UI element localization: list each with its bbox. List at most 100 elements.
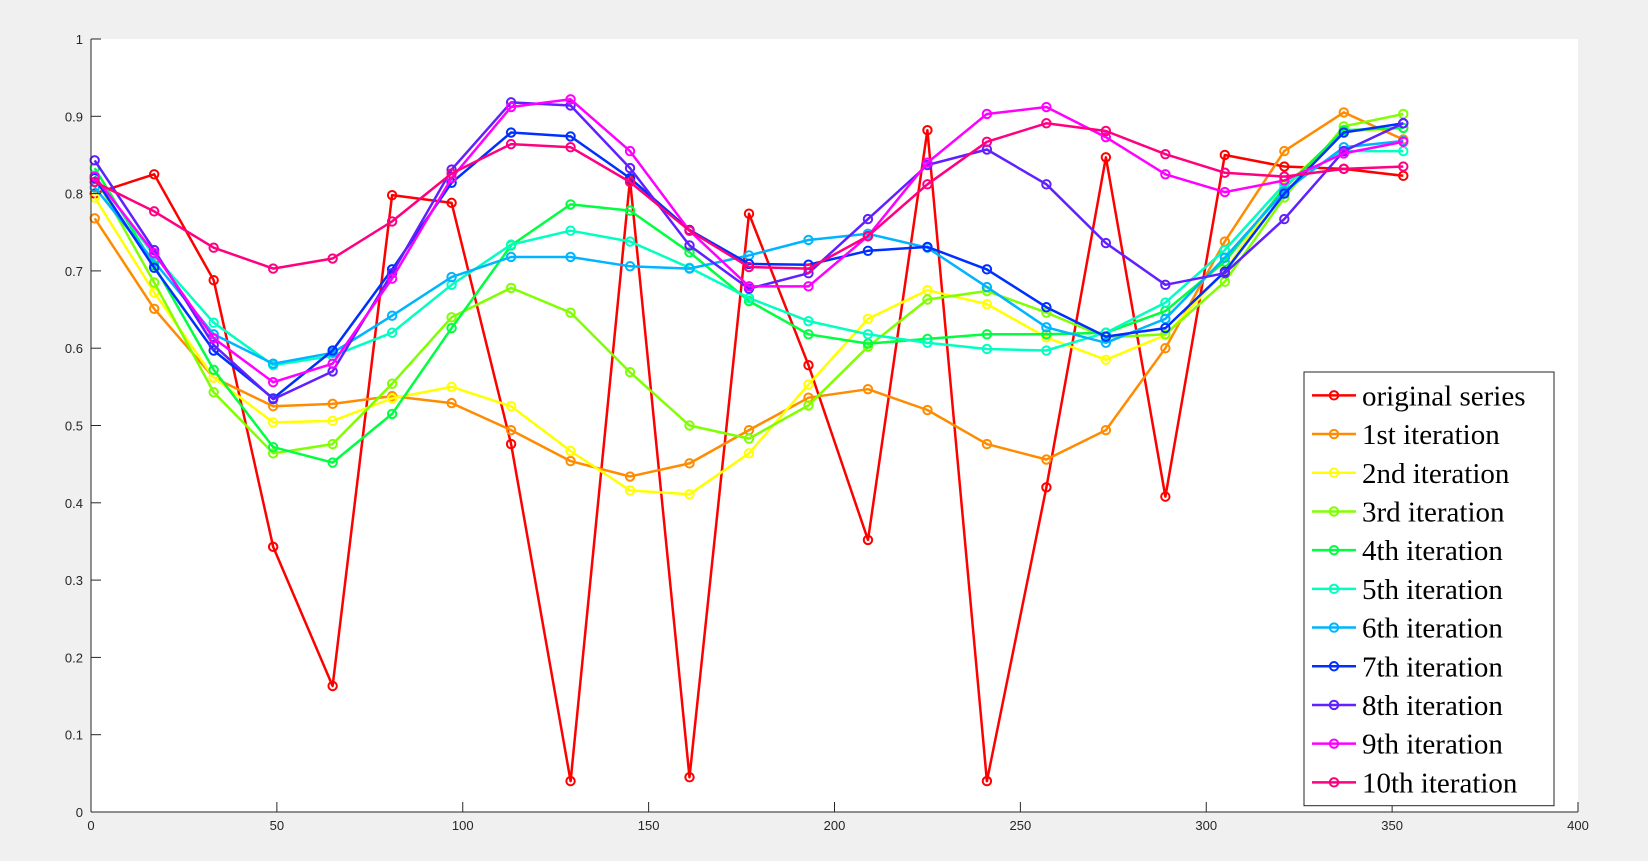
legend-swatch-marker — [1328, 428, 1340, 440]
legend-item: 7th iteration — [1312, 651, 1503, 683]
data-point — [803, 360, 814, 371]
data-point — [505, 424, 517, 436]
data-point — [565, 455, 576, 467]
data-point — [1160, 329, 1171, 340]
data-point — [446, 312, 457, 323]
data-point — [743, 261, 755, 273]
series-line — [93, 139, 1404, 365]
data-point — [1100, 331, 1112, 342]
x-tick-label: 400 — [1567, 818, 1589, 833]
data-point — [1041, 179, 1052, 190]
data-point — [505, 138, 517, 150]
data-point — [1041, 345, 1052, 356]
y-tick-label: 0.3 — [65, 573, 83, 588]
legend-label: 7th iteration — [1362, 651, 1503, 683]
data-point — [565, 445, 576, 457]
legend-label: 9th iteration — [1362, 729, 1503, 761]
data-point — [684, 420, 695, 431]
data-point — [208, 242, 219, 253]
data-point — [922, 404, 933, 416]
data-point — [386, 327, 398, 338]
data-point — [148, 303, 160, 314]
legend-swatch-marker — [1328, 622, 1340, 633]
data-point — [565, 775, 576, 787]
legend-label: 6th iteration — [1362, 613, 1503, 645]
data-point — [1398, 161, 1409, 172]
data-point — [803, 281, 814, 292]
data-point — [981, 298, 993, 310]
y-tick-label: 0.8 — [65, 187, 83, 202]
data-point — [208, 332, 219, 344]
data-point — [208, 339, 219, 351]
data-point — [922, 294, 933, 305]
data-point — [624, 205, 636, 216]
data-point — [505, 239, 517, 250]
data-point — [565, 307, 576, 318]
data-point — [327, 253, 338, 264]
data-point — [624, 162, 636, 174]
data-point — [981, 281, 993, 293]
series-line — [93, 98, 1404, 384]
data-point — [1041, 322, 1052, 333]
legend-label: original series — [1362, 380, 1525, 412]
data-point — [446, 381, 457, 393]
data-point — [624, 236, 636, 247]
data-point — [743, 208, 755, 219]
data-point — [327, 358, 338, 369]
data-point — [327, 415, 338, 427]
data-point — [446, 271, 457, 283]
data-point — [565, 131, 576, 142]
legend-swatch-marker — [1328, 661, 1340, 672]
data-point — [1041, 101, 1052, 113]
data-point — [803, 315, 814, 327]
data-point — [1279, 188, 1290, 199]
data-point — [386, 378, 398, 389]
data-point — [386, 273, 398, 284]
data-point — [684, 263, 695, 274]
y-tick-label: 1 — [76, 32, 83, 47]
legend-swatch-marker — [1328, 544, 1340, 556]
data-point — [743, 433, 755, 444]
x-tick-label: 300 — [1195, 818, 1217, 833]
data-point — [803, 379, 814, 390]
data-point — [922, 125, 933, 136]
data-point — [267, 441, 279, 453]
data-point — [446, 322, 457, 334]
axes-layer: 0 50 100 150 200 250 300 350 400 0 0.1 0.2 0.3 0.4 0.5… — [65, 32, 1589, 833]
legend-item: 6th iteration — [1312, 613, 1503, 645]
data-point — [684, 247, 695, 258]
series-10 — [89, 94, 1409, 388]
data-point — [1100, 237, 1112, 249]
data-point — [624, 176, 636, 188]
series-line — [94, 128, 1404, 783]
x-tick-label: 0 — [87, 818, 94, 833]
legend-item: 9th iteration — [1312, 729, 1503, 761]
data-point — [922, 157, 933, 168]
data-point — [1338, 148, 1349, 159]
y-tick-label: 0.7 — [65, 264, 83, 279]
data-point — [446, 197, 457, 209]
data-point — [1338, 107, 1349, 118]
legend-item: 10th iteration — [1312, 767, 1518, 799]
data-point — [267, 358, 279, 369]
data-point — [208, 274, 219, 286]
legend-item: original series — [1312, 380, 1525, 412]
data-point — [148, 169, 160, 180]
data-point — [327, 457, 338, 468]
data-point — [1398, 118, 1409, 129]
data-point — [505, 282, 517, 294]
data-point — [1160, 279, 1171, 291]
data-point — [446, 397, 457, 409]
data-point — [862, 213, 874, 225]
data-point — [267, 448, 279, 459]
data-point — [684, 458, 695, 469]
data-point — [386, 310, 398, 321]
data-point — [1160, 343, 1171, 354]
data-point — [1338, 163, 1349, 175]
data-point — [1160, 169, 1171, 180]
data-point — [1160, 322, 1171, 334]
data-point — [1219, 149, 1231, 161]
data-point — [148, 247, 160, 259]
data-point — [1279, 213, 1290, 225]
